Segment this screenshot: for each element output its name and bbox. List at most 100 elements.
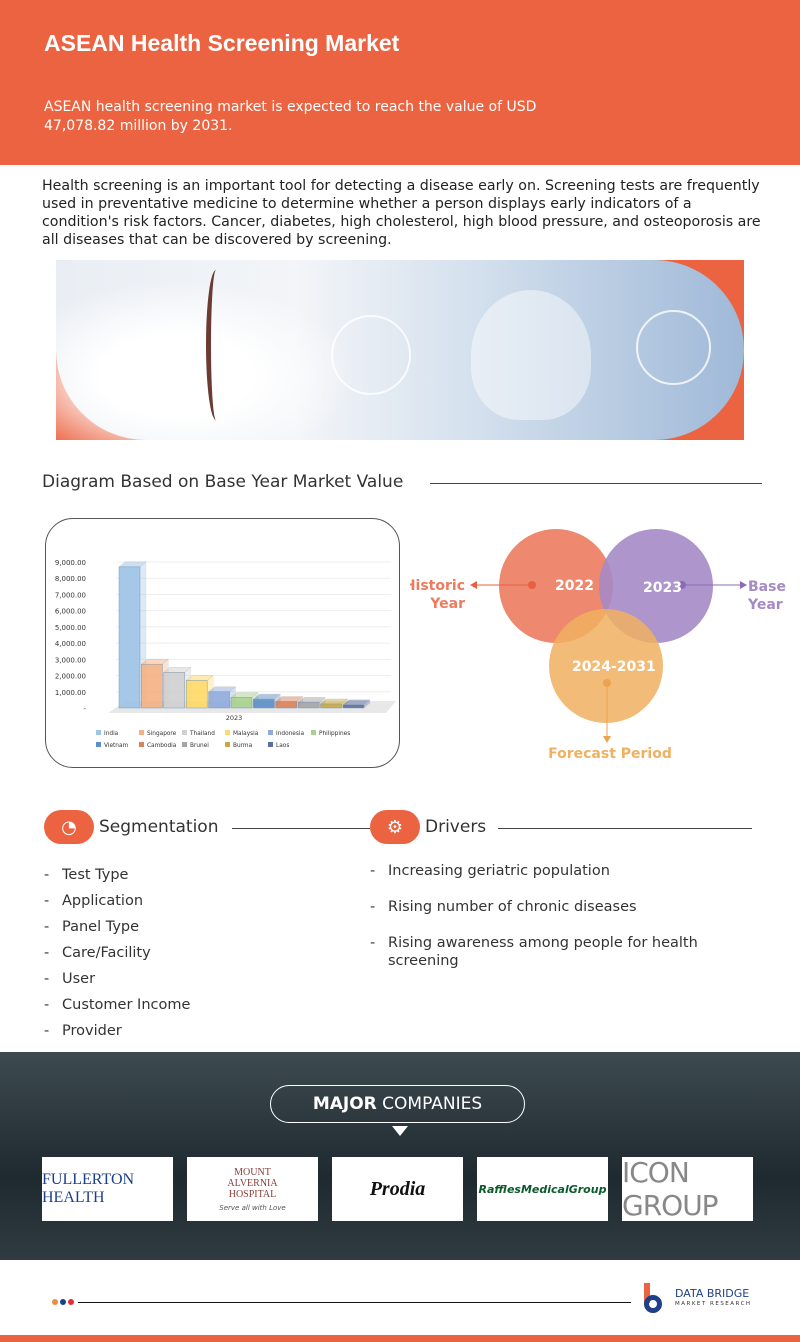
segmentation-item: User: [44, 966, 190, 992]
logo-tagline: Serve all with Love: [219, 1203, 286, 1212]
legend-swatch: [182, 742, 187, 747]
x-category-label: 2023: [226, 714, 243, 722]
forecast-circle: [549, 609, 663, 723]
bar-top: [342, 699, 371, 705]
stethoscope-icon: [206, 270, 226, 420]
logo-text: Prodia: [369, 1177, 426, 1200]
bar-burma: [320, 703, 342, 709]
intro-paragraph: Health screening is an important tool fo…: [42, 178, 761, 248]
drivers-header: ⚙ Drivers: [370, 810, 486, 844]
bar-philippines: [230, 697, 253, 709]
divider: [430, 483, 762, 484]
drivers-list: Increasing geriatric population Rising nu…: [370, 862, 740, 988]
legend-swatch: [311, 730, 316, 735]
legend-swatch: [225, 730, 230, 735]
major-companies-title-bold: MAJOR: [312, 1094, 377, 1114]
y-tick-label: 1,000.00: [55, 689, 86, 697]
liver-icon: [331, 315, 411, 395]
driver-item: Rising awareness among people for health…: [370, 934, 740, 970]
logo-text: RafflesMedicalGroup: [478, 1182, 607, 1196]
bar-laos: [342, 704, 365, 709]
legend-label: Malaysia: [233, 731, 259, 737]
bar-top: [320, 698, 349, 705]
lungs-icon: [471, 290, 591, 420]
dot-icon: [52, 1299, 58, 1305]
major-companies-title: MAJOR COMPANIES: [270, 1085, 525, 1123]
dots-decoration: [52, 1299, 74, 1305]
segmentation-item: Care/Facility: [44, 940, 190, 966]
brand-name: DATA BRIDGE: [675, 1287, 750, 1300]
forecast-label: Forecast Period: [548, 746, 672, 762]
bar-vietnam: [253, 698, 275, 709]
bar-malaysia: [185, 680, 208, 709]
base-label: Base: [748, 579, 786, 595]
logo-mount-alvernia: MOUNT ALVERNIA HOSPITAL Serve all with Lo…: [187, 1157, 318, 1221]
legend-swatch: [182, 730, 187, 735]
base-label-2: Year: [747, 597, 783, 613]
legend-label: Singapore: [147, 731, 177, 737]
bar-top: [275, 696, 304, 702]
legend-label: Cambodia: [147, 743, 177, 749]
pointer-arrow-icon: [392, 1126, 408, 1136]
historic-arrow-icon: [470, 581, 477, 589]
bar-top: [185, 675, 214, 681]
logo-text: FULLERTON HEALTH: [42, 1171, 135, 1206]
base-year: 2023: [643, 580, 682, 596]
bar-top: [230, 692, 259, 698]
divider: [78, 1302, 631, 1303]
divider: [232, 828, 370, 829]
bar-side: [363, 699, 371, 709]
bar-chart: - 1,000.00 2,000.00 3,000.00 4,000.00 5,000.0…: [45, 518, 400, 768]
logo-raffles: RafflesMedicalGroup: [477, 1157, 608, 1221]
y-tick-label: 7,000.00: [55, 591, 86, 599]
bar-india: [118, 566, 141, 709]
forecast-years: 2024-2031: [572, 659, 656, 675]
data-bridge-logo-icon: [640, 1283, 670, 1315]
bar-top: [118, 561, 147, 568]
page-title: ASEAN Health Screening Market: [44, 30, 400, 56]
y-tick-label: 9,000.00: [55, 559, 86, 567]
segmentation-header: ◔ Segmentation: [44, 810, 218, 844]
footer-bar: [0, 1335, 800, 1342]
legend-swatch: [96, 742, 101, 747]
legend-swatch: [268, 742, 273, 747]
driver-item: Rising number of chronic diseases: [370, 898, 740, 916]
legend-swatch: [96, 730, 101, 735]
dot-icon: [60, 1299, 66, 1305]
segmentation-title: Segmentation: [99, 817, 219, 837]
logo-icon-group: ICON GROUP: [622, 1156, 753, 1222]
segmentation-item: Panel Type: [44, 914, 190, 940]
divider: [498, 828, 752, 829]
legend-label: Vietnam: [104, 743, 129, 749]
forecast-arrow-icon: [603, 736, 611, 743]
segmentation-item: Customer Income: [44, 992, 190, 1018]
bar-top: [208, 686, 237, 692]
bar-top: [297, 697, 326, 703]
legend-swatch: [139, 730, 144, 735]
venn-diagram: 2022 2023 2024-2031 Historic Year Base Y…: [410, 529, 786, 762]
bar-cambodia: [275, 701, 298, 709]
bar-singapore: [141, 663, 163, 709]
segmentation-list: Test TypeApplicationPanel TypeCare/Facil…: [44, 862, 190, 1044]
y-tick-label: 3,000.00: [55, 656, 86, 664]
legend-swatch: [225, 742, 230, 747]
y-tick-label: 2,000.00: [55, 673, 86, 681]
page-subtitle: ASEAN health screening market is expecte…: [44, 99, 537, 134]
legend-swatch: [268, 730, 273, 735]
bar-thailand: [163, 672, 186, 709]
bar-top: [140, 658, 169, 665]
segmentation-item: Application: [44, 888, 190, 914]
legend-swatch: [139, 742, 144, 747]
legend-label: India: [104, 731, 119, 737]
bar-chart-svg: - 1,000.00 2,000.00 3,000.00 4,000.00 5,000.0…: [55, 559, 396, 749]
pie-chart-icon: ◔: [44, 810, 94, 844]
logo-text: MOUNT ALVERNIA HOSPITAL: [227, 1166, 278, 1200]
y-tick-label: 4,000.00: [55, 640, 86, 648]
historic-year: 2022: [555, 578, 594, 594]
historic-label-2: Year: [429, 596, 465, 612]
dot-icon: [68, 1299, 74, 1305]
logo-prodia: Prodia: [332, 1157, 463, 1221]
historic-label: Historic: [410, 578, 465, 594]
legend-label: Brunei: [190, 743, 209, 749]
bar-indonesia: [208, 691, 230, 709]
